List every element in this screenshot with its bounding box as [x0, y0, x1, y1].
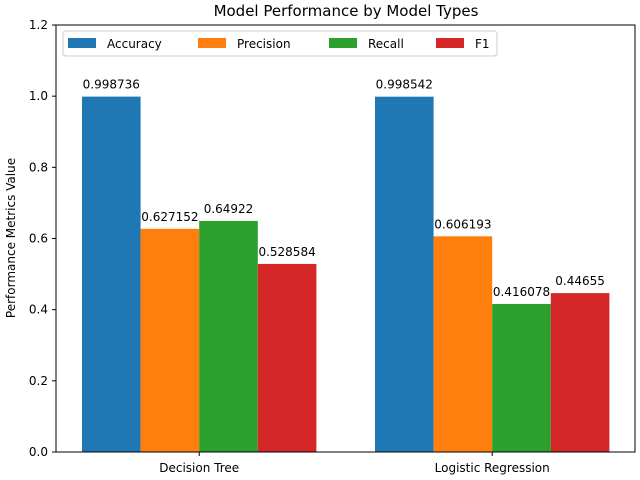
legend-label-f1: F1 [475, 37, 490, 51]
data-label-recall-1: 0.64922 [204, 202, 254, 216]
y-tick-label-1: 0.2 [29, 374, 48, 388]
data-label-accuracy-1: 0.998736 [83, 78, 140, 92]
bar-f1-1 [257, 263, 317, 452]
y-axis-label: Performance Metrics Value [4, 158, 18, 318]
legend-label-accuracy: Accuracy [107, 37, 162, 51]
legend-swatch-recall [329, 38, 357, 48]
y-tick-label-0: 0.0 [29, 445, 48, 459]
bar-recall-1 [199, 220, 258, 452]
data-labels-layer: 0.998736 0.998542 0.627152 0.606193 0.64922 0… [83, 78, 605, 299]
y-tick-label-4: 0.8 [29, 160, 48, 174]
x-tick-label-1: Decision Tree [159, 461, 239, 475]
legend-label-precision: Precision [237, 37, 291, 51]
bar-recall-2 [492, 303, 551, 452]
legend-label-recall: Recall [368, 37, 404, 51]
bars-layer [82, 96, 610, 452]
x-tick-label-2: Logistic Regression [435, 461, 550, 475]
data-label-accuracy-2: 0.998542 [376, 78, 433, 92]
chart-title: Model Performance by Model Types [214, 2, 479, 20]
data-label-recall-2: 0.416078 [493, 285, 550, 299]
bar-accuracy-1 [82, 96, 141, 452]
data-label-precision-1: 0.627152 [141, 210, 198, 224]
y-tick-label-5: 1.0 [29, 89, 48, 103]
legend: Accuracy Precision Recall F1 [62, 30, 498, 57]
legend-swatch-f1 [436, 38, 464, 48]
data-label-f1-2: 0.44655 [555, 274, 605, 288]
bar-accuracy-2 [375, 96, 434, 452]
legend-swatch-accuracy [68, 38, 96, 48]
axes-layer: Decision Tree Logistic Regression 0.0 0.2 0.… [29, 18, 636, 475]
legend-swatch-precision [198, 38, 226, 48]
legend-box [62, 30, 498, 57]
bar-precision-1 [140, 228, 200, 452]
y-tick-label-3: 0.6 [29, 232, 48, 246]
bar-f1-2 [550, 293, 610, 452]
y-tick-label-6: 1.2 [29, 18, 48, 32]
y-tick-label-2: 0.4 [29, 303, 48, 317]
plot-frame [55, 24, 636, 453]
data-label-f1-1: 0.528584 [258, 245, 315, 259]
bar-precision-2 [433, 236, 493, 452]
data-label-precision-2: 0.606193 [434, 217, 491, 231]
